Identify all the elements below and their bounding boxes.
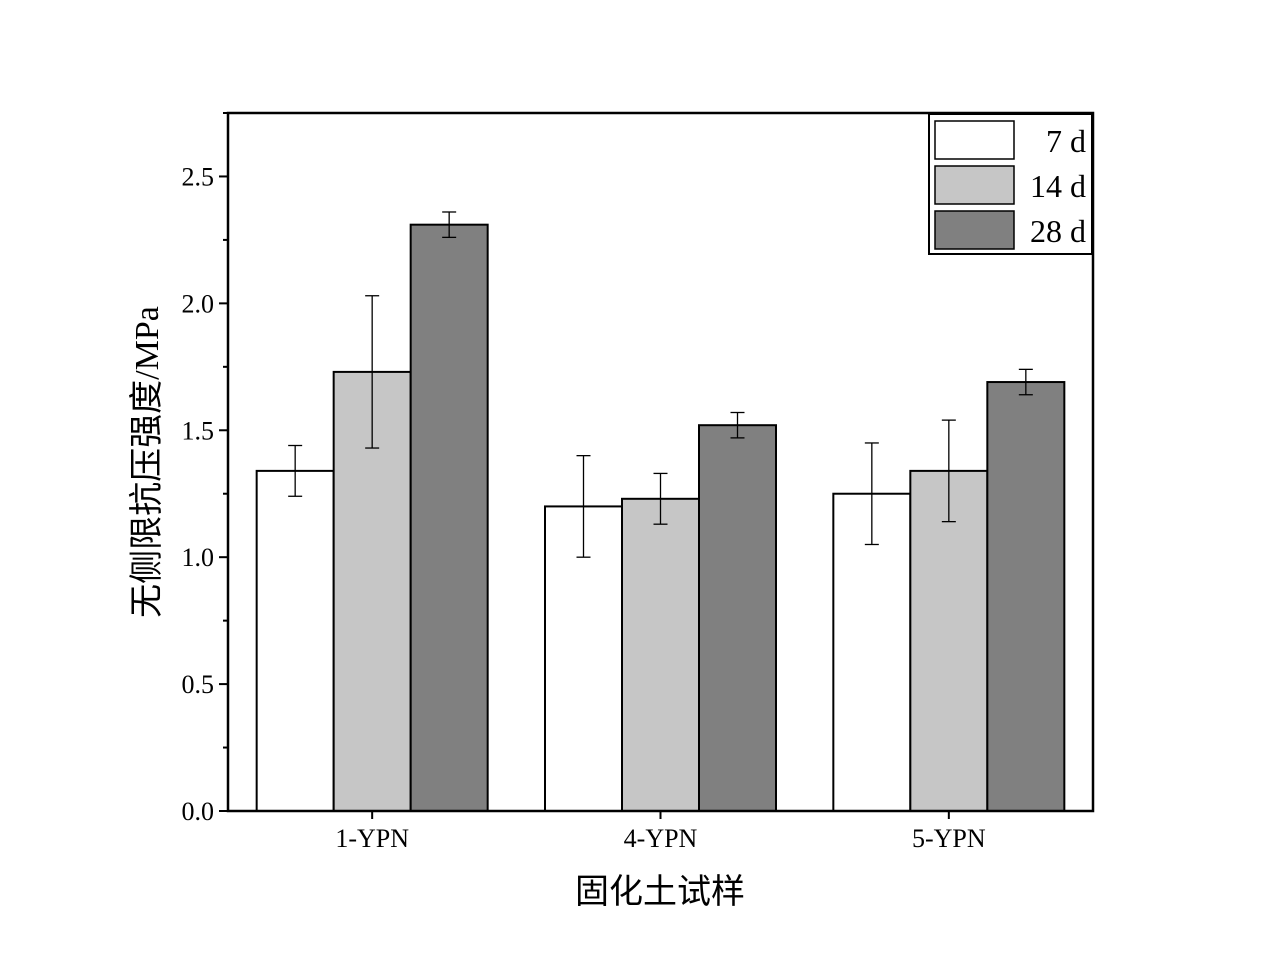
- y-axis: 0.0 0.5 1.0 1.5 2.0 2.5: [182, 112, 228, 826]
- y-axis-title: 无侧限抗压强度/MPa: [128, 306, 166, 618]
- error-bar-1-YPN-14d: [365, 295, 380, 449]
- bar-1-YPN-28d: [409, 223, 489, 812]
- y-tick-label: 0.0: [182, 797, 215, 826]
- bar-4-YPN-28d: [698, 424, 777, 812]
- legend-label-7d: 7 d: [1046, 123, 1086, 159]
- error-bar-5-YPN-7d: [864, 442, 879, 546]
- bar-5-YPN-28d: [986, 381, 1066, 812]
- y-tick-label: 1.5: [182, 416, 215, 445]
- error-bar-4-YPN-28d: [730, 411, 745, 439]
- x-tick-label: 1-YPN: [335, 824, 409, 853]
- bar-4-YPN-14d: [621, 497, 700, 812]
- y-tick-label: 2.5: [182, 162, 215, 191]
- legend-swatch-14d: [934, 165, 1015, 205]
- legend-swatch-7d: [934, 120, 1015, 160]
- legend: 7 d 14 d 28 d: [928, 113, 1093, 255]
- x-tick-label: 5-YPN: [912, 824, 986, 853]
- bar-1-YPN-7d: [255, 469, 335, 812]
- error-bars-layer: [288, 211, 1033, 558]
- y-tick-label: 0.5: [182, 670, 215, 699]
- error-bar-4-YPN-7d: [576, 455, 591, 558]
- x-axis-title: 固化土试样: [575, 873, 745, 911]
- error-bar-1-YPN-28d: [442, 211, 457, 239]
- error-bar-4-YPN-14d: [653, 472, 668, 525]
- x-tick-label: 4-YPN: [624, 824, 698, 853]
- error-bar-1-YPN-7d: [288, 444, 303, 497]
- y-tick-label: 2.0: [182, 289, 215, 318]
- y-tick-label: 1.0: [182, 543, 215, 572]
- bar-5-YPN-14d: [909, 469, 989, 812]
- legend-label-28d: 28 d: [1030, 213, 1086, 249]
- error-bar-5-YPN-14d: [941, 419, 956, 523]
- legend-label-14d: 14 d: [1030, 168, 1086, 204]
- error-bar-5-YPN-28d: [1018, 368, 1033, 396]
- x-axis: 1-YPN 4-YPN 5-YPN: [335, 811, 986, 853]
- legend-swatch-28d: [934, 210, 1015, 250]
